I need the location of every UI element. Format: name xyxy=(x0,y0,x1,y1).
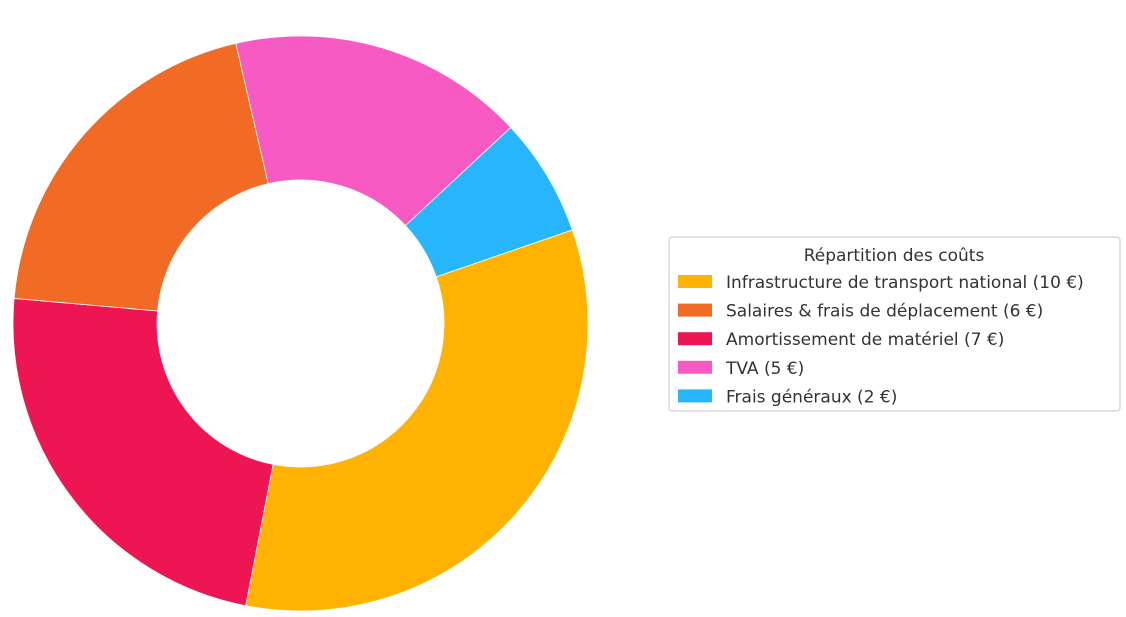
legend-swatch xyxy=(678,303,712,317)
legend-item: Frais généraux (2 €) xyxy=(678,387,897,407)
legend-label: TVA (5 €) xyxy=(725,359,804,379)
legend-label: Frais généraux (2 €) xyxy=(726,387,897,407)
legend-item: Salaires & frais de déplacement (6 €) xyxy=(678,302,1043,322)
legend-frame xyxy=(668,236,1121,412)
legend-label: Salaires & frais de déplacement (6 €) xyxy=(726,302,1043,322)
legend-swatch xyxy=(678,389,712,403)
legend-swatch xyxy=(678,360,712,374)
donut-slices xyxy=(12,35,589,612)
legend-item: Infrastructure de transport national (10… xyxy=(678,273,1084,293)
donut-slice xyxy=(245,229,589,612)
legend-items: Infrastructure de transport national (10… xyxy=(678,273,1084,407)
donut-slice xyxy=(235,35,512,227)
legend-item: Amortissement de matériel (7 €) xyxy=(678,330,1004,350)
donut-slice xyxy=(404,126,573,278)
donut-slice xyxy=(13,42,269,312)
donut-slice xyxy=(12,298,274,607)
legend-swatch xyxy=(678,275,712,288)
legend-title: Répartition des coûts xyxy=(804,246,985,266)
legend-swatch xyxy=(678,332,712,346)
legend-label: Infrastructure de transport national (10… xyxy=(726,273,1084,293)
legend-label: Amortissement de matériel (7 €) xyxy=(726,330,1004,350)
chart-legend: Répartition des coûts Infrastructure de … xyxy=(668,236,1121,412)
legend-item: TVA (5 €) xyxy=(678,359,804,379)
